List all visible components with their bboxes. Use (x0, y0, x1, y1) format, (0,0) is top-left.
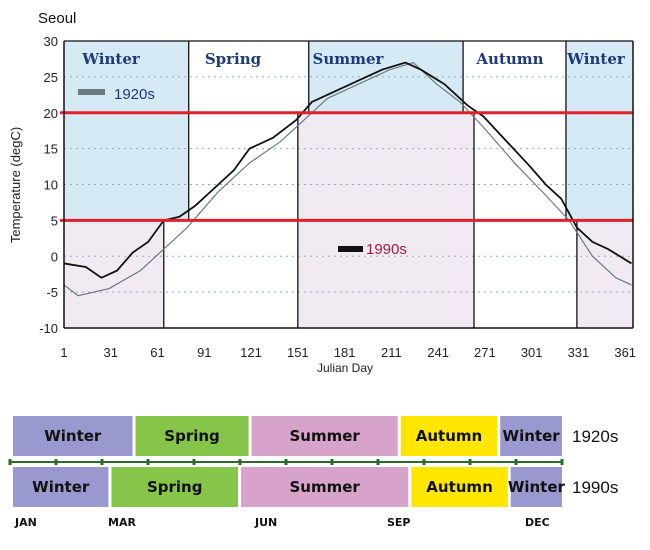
chart-title: Seoul (38, 10, 76, 27)
legend-swatch-1920s (78, 89, 105, 95)
x-tick-label: 331 (568, 345, 590, 360)
season-bar-label: Winter (508, 478, 566, 496)
series-line-1920s (63, 61, 632, 297)
season-bar-spring (135, 416, 249, 456)
month-label: MAR (108, 516, 136, 529)
y-tick-label: 10 (44, 178, 58, 193)
x-tick-label: 271 (474, 345, 496, 360)
season-bar-label: Spring (164, 427, 220, 445)
x-tick-label: 121 (240, 345, 262, 360)
season-bar-winter (13, 416, 133, 456)
season-label: Autumn (475, 50, 543, 68)
y-tick-label: 25 (44, 70, 58, 85)
legend-label-1920s: 1920s (114, 86, 155, 103)
timeline-tick (100, 459, 104, 465)
month-label: DEC (525, 516, 550, 529)
x-tick-label: 31 (104, 345, 118, 360)
series-line-1990s (63, 61, 632, 279)
season-bar-label: Spring (147, 478, 203, 496)
y-tick-label: -5 (46, 285, 58, 300)
season-bar-summer (241, 467, 409, 507)
winter-1990s-box (576, 220, 633, 328)
x-axis-label: Julian Day (317, 361, 373, 375)
x-tick-label: 211 (381, 345, 402, 360)
x-tick-label: 91 (197, 345, 211, 360)
y-tick-label: 30 (44, 34, 58, 49)
season-bar-label: Summer (290, 478, 361, 496)
month-label: SEP (387, 516, 411, 529)
x-tick-label: 1 (60, 345, 67, 360)
y-axis-label: Temperature (degC) (8, 127, 23, 243)
season-bar-autumn (400, 416, 498, 456)
month-label: JAN (14, 516, 37, 529)
season-bar-winter (500, 416, 562, 456)
x-tick-label: 61 (150, 345, 164, 360)
season-bar-autumn (411, 467, 508, 507)
timeline-tick (330, 459, 334, 465)
season-label: Spring (205, 50, 262, 68)
x-tick-label: 181 (334, 345, 356, 360)
season-bar-summer (251, 416, 398, 456)
x-tick-label: 241 (427, 345, 449, 360)
y-tick-label: 5 (51, 213, 58, 228)
season-bar-winter (13, 467, 109, 507)
y-tick-label: 15 (44, 142, 58, 157)
winter-1990s-box (64, 220, 164, 328)
season-bar-label: Autumn (426, 478, 492, 496)
season-bar-label: Winter (44, 427, 102, 445)
season-bar-spring (111, 467, 239, 507)
timeline-tick (376, 459, 380, 465)
season-label: Winter (81, 50, 141, 68)
timeline-tick (54, 459, 58, 465)
timeline-tick (8, 459, 12, 465)
season-bar-label: Autumn (416, 427, 482, 445)
season-bar-label: Winter (32, 478, 90, 496)
winter-1920s-box (565, 41, 633, 221)
legend-label-1990s: 1990s (366, 241, 407, 258)
timeline-tick (146, 459, 150, 465)
timeline-tick (468, 459, 472, 465)
season-bar-label: Summer (290, 427, 361, 445)
x-tick-label: 361 (614, 345, 636, 360)
legend-swatch-1990s (338, 246, 363, 252)
row-label: 1920s (572, 427, 618, 446)
season-bar-winter (510, 467, 562, 507)
y-tick-label: -10 (39, 321, 58, 336)
timeline-tick (560, 459, 564, 465)
timeline-tick (238, 459, 242, 465)
y-tick-label: 0 (51, 249, 58, 264)
month-label: JUN (254, 516, 277, 529)
timeline-tick (192, 459, 196, 465)
season-label: Winter (566, 50, 626, 68)
season-bar-label: Winter (503, 427, 561, 445)
timeline-tick (284, 459, 288, 465)
x-tick-label: 151 (287, 345, 309, 360)
winter-1920s-box (64, 41, 189, 221)
season-label: Summer (313, 50, 385, 68)
y-tick-label: 20 (44, 106, 58, 121)
row-label: 1990s (572, 478, 618, 497)
timeline-tick (422, 459, 426, 465)
timeline-tick (514, 459, 518, 465)
x-tick-label: 301 (521, 345, 543, 360)
